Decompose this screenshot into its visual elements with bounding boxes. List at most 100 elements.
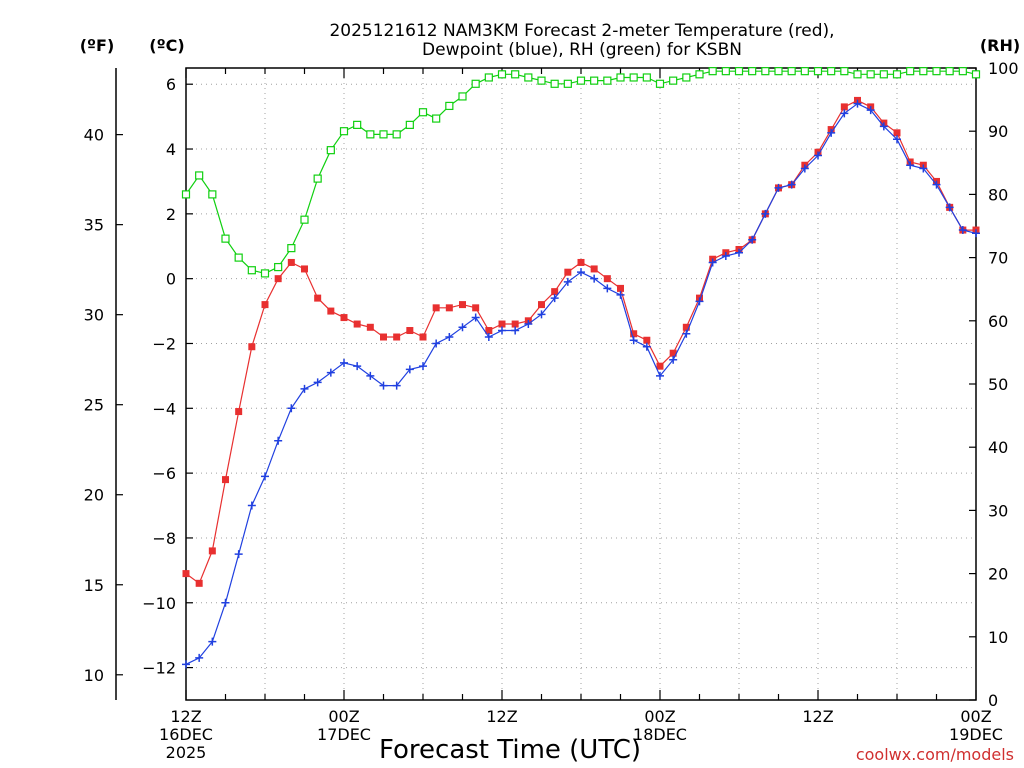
dewpoint-point (642, 342, 651, 351)
temperature-point (485, 327, 493, 335)
temperature-point (498, 320, 506, 328)
fahrenheit-tick-label: 35 (84, 216, 104, 235)
fahrenheit-tick-label: 15 (84, 576, 104, 595)
dewpoint-point (695, 297, 704, 306)
dewpoint-point (721, 251, 730, 260)
dewpoint-point (261, 472, 269, 481)
chart-title-line2: Dewpoint (blue), RH (green) for KSBN (422, 40, 742, 60)
rh-tick-label: 10 (988, 628, 1008, 647)
temperature-point (195, 579, 203, 587)
x-tick-label: 17DEC (317, 725, 371, 744)
rh-point (827, 67, 836, 76)
rh-tick-label: 90 (988, 122, 1008, 141)
rh-tick-label: 80 (988, 185, 1008, 204)
rh-point (260, 269, 270, 278)
temperature-point (643, 336, 651, 344)
temperature-point (274, 275, 282, 283)
dewpoint-point (972, 229, 980, 238)
rh-tick-label: 20 (988, 565, 1008, 584)
dewpoint-point (866, 106, 875, 115)
temperature-point (380, 333, 387, 341)
temperature-point (459, 301, 466, 309)
dewpoint-point (484, 333, 493, 342)
rh-point (787, 67, 796, 76)
celsius-tick-label: −12 (142, 659, 176, 678)
dewpoint-point (471, 313, 480, 322)
dewpoint-point (616, 290, 625, 299)
credit-text[interactable]: coolwx.com/models (856, 745, 1014, 764)
temperature-point (235, 408, 243, 416)
temperature-point (406, 327, 414, 335)
rh-point (669, 76, 678, 85)
dewpoint-point (879, 122, 888, 131)
temperature-point (445, 304, 453, 312)
rh-point (445, 101, 454, 111)
dewpoint-point (893, 135, 901, 144)
temperature-point (893, 129, 901, 137)
dewpoint-point (840, 109, 849, 118)
dewpoint-point (629, 336, 638, 345)
temperature-point (248, 343, 256, 351)
fahrenheit-tick-label: 40 (84, 126, 104, 145)
rh-point (524, 73, 533, 82)
dewpoint-point (340, 358, 348, 367)
rh-point (326, 146, 335, 155)
dewpoint-point (405, 365, 414, 374)
dewpoint-point (945, 203, 954, 212)
x-tick-label: 16DEC (159, 725, 213, 744)
rh-point (840, 67, 849, 76)
rh-point (208, 190, 217, 199)
dewpoint-point (800, 164, 809, 173)
dewpoint-point (853, 99, 862, 108)
rh-point (471, 79, 480, 88)
dewpoint-point (537, 310, 546, 319)
rh-point (195, 171, 204, 180)
rh-point (919, 67, 928, 76)
celsius-tick-label: 2 (166, 205, 176, 224)
rh-series (181, 67, 981, 278)
temperature-point (603, 275, 611, 283)
temperature-point (564, 268, 572, 276)
dewpoint-point (182, 660, 190, 669)
celsius-tick-label: 6 (166, 75, 176, 94)
temperature-point (261, 301, 269, 309)
dewpoint-point (221, 598, 230, 607)
temperature-point (538, 301, 545, 309)
rh-point (682, 73, 691, 82)
dewpoint-point (787, 180, 796, 189)
temperature-point (353, 320, 361, 328)
rh-point (432, 114, 441, 123)
celsius-tick-label: −10 (142, 594, 176, 613)
temperature-point (287, 258, 295, 266)
rh-point (708, 67, 717, 76)
temperature-point (182, 570, 190, 578)
temperature-point (669, 349, 677, 357)
temperature-point (577, 258, 585, 266)
dewpoint-point (326, 368, 335, 377)
temperature-point (366, 323, 374, 331)
dewpoint-point (419, 362, 427, 371)
temperature-point (419, 333, 427, 341)
celsius-tick-label: 4 (166, 140, 176, 159)
dewpoint-point (682, 329, 691, 338)
celsius-tick-label: −6 (152, 464, 176, 483)
temperature-point (393, 333, 401, 341)
temperature-point (472, 304, 480, 312)
temperature-point (432, 304, 440, 312)
rh-point (774, 67, 783, 76)
dewpoint-point (498, 326, 506, 335)
x-tick-label: 12Z (170, 707, 201, 726)
temperature-point (301, 265, 308, 273)
rh-point (958, 67, 967, 76)
rh-point (906, 67, 915, 76)
dewpoint-point (708, 258, 717, 267)
rh-point (945, 67, 954, 76)
temperature-point (208, 547, 216, 555)
rh-tick-label: 100 (988, 59, 1019, 78)
temperature-point (682, 323, 690, 331)
rh-tick-label: 40 (988, 438, 1008, 457)
x-axis-title: Forecast Time (UTC) (379, 735, 641, 765)
chart-title-line1: 2025121612 NAM3KM Forecast 2-meter Tempe… (329, 21, 834, 41)
rh-unit-label: (RH) (980, 36, 1020, 55)
